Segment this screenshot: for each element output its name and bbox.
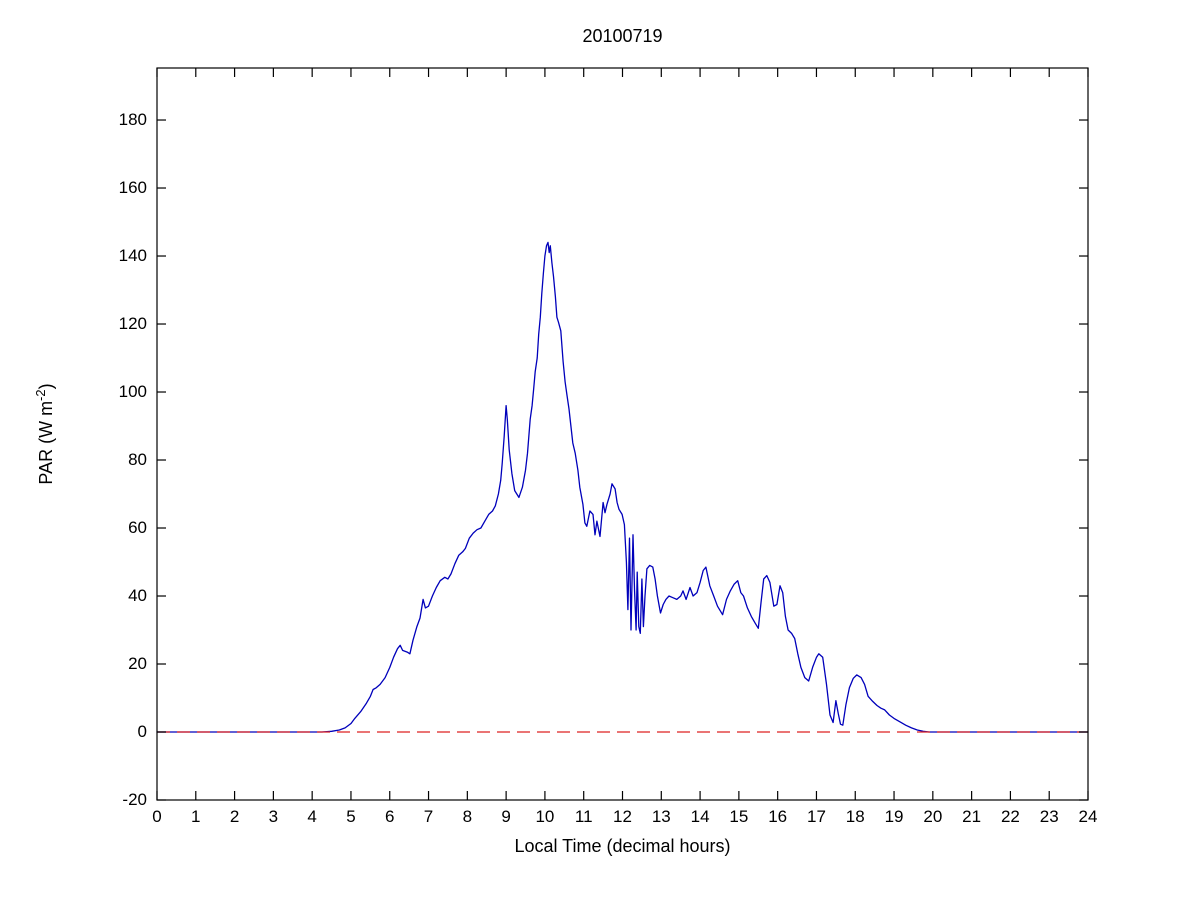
x-tick-label: 14 [690,807,710,826]
y-axis-label-superscript: -2 [33,389,48,401]
y-tick-label: 80 [128,450,147,469]
y-tick-label: 160 [118,178,147,198]
y-tick-label: 100 [118,382,147,401]
x-tick-label: 8 [462,807,473,826]
x-tick-label: 23 [1039,807,1059,826]
x-tick-label: 19 [884,807,904,826]
x-axis-label: Local Time (decimal hours) [514,836,731,856]
x-tick-label: 16 [768,807,788,826]
x-tick-label: 24 [1078,807,1098,826]
x-tick-label: 4 [307,807,317,826]
chart-title: 20100719 [582,26,663,46]
x-tick-label: 7 [423,807,434,826]
y-tick-label: 140 [118,246,147,265]
x-tick-label: 12 [613,807,632,826]
x-tick-label: 1 [191,807,201,826]
y-axis-label: PAR (W m-2) [33,383,57,484]
x-tick-label: 22 [1000,807,1020,826]
x-tick-label: 5 [346,807,356,826]
x-tick-label: 21 [962,807,982,826]
plot-box [156,67,1089,801]
x-tick-label: 20 [923,807,943,826]
y-tick-label: 180 [118,110,147,130]
x-tick-label: 13 [651,807,671,826]
x-tick-label: 6 [385,807,395,826]
x-tick-label: 15 [729,807,749,826]
x-tick-label: 11 [574,807,593,826]
y-axis-label-suffix: ) [36,383,56,390]
y-tick-label: 60 [128,518,147,537]
x-tick-label: 9 [501,807,511,826]
x-tick-label: 18 [845,807,865,826]
x-tick-label: 10 [535,807,555,826]
data-line [156,241,1089,733]
x-tick-label: 2 [229,807,240,826]
x-tick-label: 3 [268,807,279,826]
y-axis-label-text: PAR (W m [36,400,56,485]
y-tick-label: -20 [122,790,147,809]
y-tick-label: 40 [128,586,147,605]
y-tick-label: 20 [128,654,147,673]
x-tick-label: 0 [152,807,162,826]
y-tick-label: 120 [118,314,147,333]
y-tick-label: 0 [137,722,147,741]
x-tick-label: 17 [806,807,826,826]
